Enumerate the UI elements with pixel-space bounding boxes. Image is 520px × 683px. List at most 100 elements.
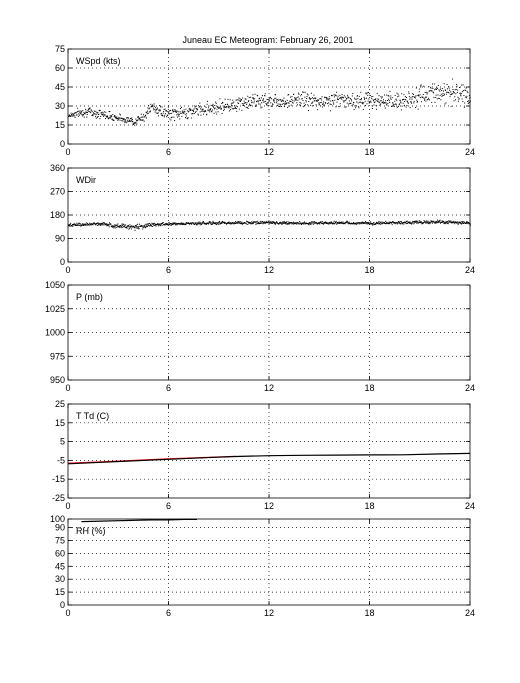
data-point [164, 108, 166, 110]
data-point [420, 85, 422, 87]
data-point [319, 223, 321, 225]
data-point [206, 103, 208, 105]
data-point [234, 222, 236, 224]
data-point [414, 96, 416, 98]
data-point [448, 221, 450, 223]
data-point [387, 95, 389, 97]
data-point [307, 94, 309, 96]
data-point [385, 102, 387, 104]
data-point [361, 101, 363, 103]
data-point [288, 221, 290, 223]
data-point [459, 222, 461, 224]
data-point [405, 222, 407, 224]
data-point [396, 106, 398, 108]
data-point [151, 222, 153, 224]
data-point [192, 110, 194, 112]
data-point [452, 78, 454, 80]
data-point [72, 115, 74, 117]
data-point [288, 223, 290, 225]
data-point [375, 223, 377, 225]
data-point [369, 223, 371, 225]
data-point [328, 223, 330, 225]
data-point [303, 91, 305, 93]
data-point [185, 117, 187, 119]
data-point [168, 110, 170, 112]
data-point [227, 106, 229, 108]
data-point [287, 223, 289, 225]
data-point [469, 223, 471, 225]
data-point [309, 222, 311, 224]
data-point [335, 95, 337, 97]
data-point [223, 107, 225, 109]
data-point [88, 108, 90, 110]
data-point [465, 89, 467, 91]
data-point [296, 104, 298, 106]
data-point [307, 104, 309, 106]
data-point [388, 223, 390, 225]
data-point [179, 107, 181, 109]
data-point [159, 109, 161, 111]
data-point [145, 111, 147, 113]
data-point [358, 95, 360, 97]
data-point [355, 222, 357, 224]
data-point [321, 222, 323, 224]
data-point [335, 106, 337, 108]
data-point [347, 221, 349, 223]
data-point [345, 222, 347, 224]
data-point [398, 222, 400, 224]
data-point [449, 94, 451, 96]
data-point [368, 221, 370, 223]
y-tick-label: 270 [50, 187, 65, 197]
data-point [167, 224, 169, 226]
data-point [203, 110, 205, 112]
data-point [397, 96, 399, 98]
data-point [260, 97, 262, 99]
data-point [299, 101, 301, 103]
data-point [466, 91, 468, 93]
data-point [437, 85, 439, 87]
data-point [161, 224, 163, 226]
data-point [177, 116, 178, 118]
data-point [319, 98, 321, 100]
data-point [253, 222, 255, 224]
data-point [202, 221, 204, 223]
data-point [207, 222, 209, 224]
data-point [438, 97, 440, 99]
data-point [160, 113, 162, 115]
data-point [460, 223, 462, 225]
data-point [433, 97, 435, 99]
data-point [78, 114, 80, 116]
data-point [282, 99, 284, 101]
data-point [385, 222, 387, 224]
data-point [433, 92, 435, 94]
data-point [154, 108, 156, 110]
data-point [191, 223, 193, 225]
data-point [81, 115, 83, 117]
data-point [163, 110, 165, 112]
data-point [344, 223, 346, 225]
data-point [464, 96, 466, 98]
data-point [144, 225, 146, 227]
data-point [309, 222, 311, 224]
data-point [276, 99, 278, 101]
data-point [322, 103, 324, 105]
data-point [94, 113, 96, 115]
data-point [219, 221, 221, 223]
y-tick-label: 45 [55, 82, 65, 92]
data-point [265, 104, 267, 106]
data-point [337, 95, 339, 97]
data-point [396, 99, 398, 101]
data-point [467, 222, 469, 224]
data-point [95, 224, 97, 226]
data-point [145, 115, 147, 117]
data-point [105, 115, 107, 117]
data-point [352, 222, 354, 224]
data-point [127, 226, 129, 228]
data-point [190, 222, 192, 224]
data-point [377, 99, 379, 101]
data-point [181, 106, 183, 108]
data-point [273, 223, 275, 225]
x-tick-label: 18 [364, 608, 374, 618]
data-point [225, 107, 227, 108]
data-point [236, 106, 238, 108]
